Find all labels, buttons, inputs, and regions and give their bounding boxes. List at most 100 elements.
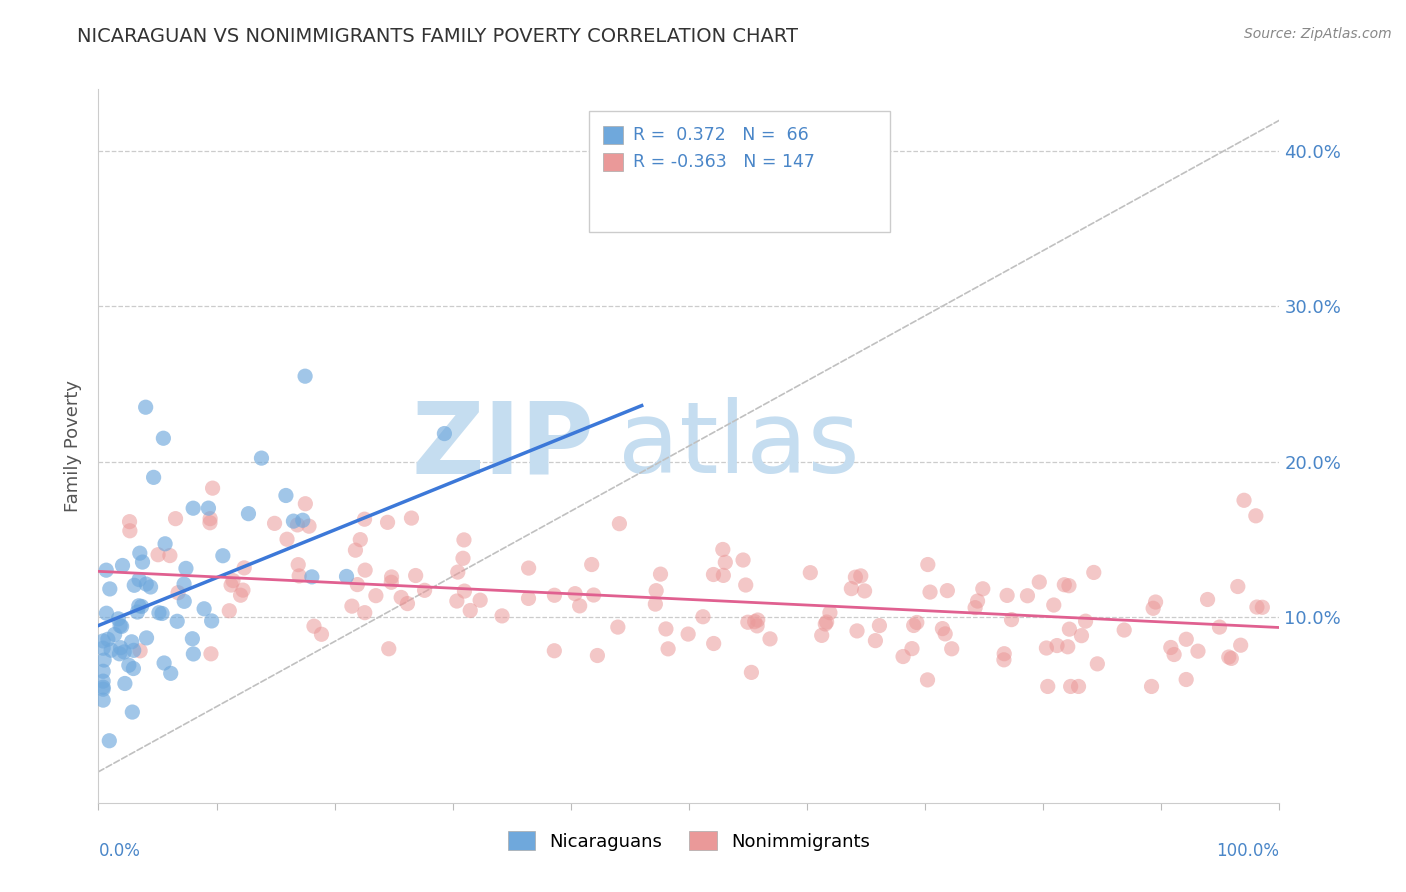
Point [288, 569, 311, 583]
Text: R = -0.363   N = 147: R = -0.363 N = 147 [633, 153, 814, 170]
Point [96, 563, 118, 577]
Point [122, 661, 145, 675]
Point [1114, 623, 1136, 637]
Point [302, 619, 325, 633]
Point [737, 615, 759, 630]
Point [112, 645, 135, 659]
Point [446, 594, 468, 608]
Point [129, 644, 152, 658]
Point [849, 569, 872, 583]
Point [1187, 644, 1209, 658]
Point [173, 594, 195, 608]
Point [91, 634, 114, 648]
Point [193, 602, 215, 616]
Point [128, 573, 150, 587]
Point [1028, 575, 1050, 590]
Point [159, 666, 181, 681]
Point [198, 511, 221, 525]
Point [711, 568, 734, 582]
Point [153, 656, 176, 670]
Point [114, 676, 136, 690]
Point [818, 606, 841, 620]
Point [166, 615, 188, 629]
Point [966, 594, 988, 608]
Point [517, 591, 540, 606]
Point [238, 507, 260, 521]
Point [714, 555, 737, 569]
Point [1208, 620, 1230, 634]
Bar [603, 127, 623, 145]
Point [128, 599, 150, 613]
Point [98, 733, 121, 747]
Point [152, 431, 174, 445]
Point [1067, 680, 1090, 694]
Point [110, 619, 132, 633]
Point [1163, 648, 1185, 662]
Point [917, 558, 939, 572]
Point [1160, 640, 1182, 655]
Point [692, 609, 714, 624]
Point [181, 501, 204, 516]
Point [1059, 622, 1081, 636]
Point [815, 615, 838, 629]
Point [1197, 592, 1219, 607]
Point [283, 514, 305, 528]
Point [1085, 657, 1108, 671]
Point [606, 620, 628, 634]
Point [108, 647, 131, 661]
Point [650, 567, 672, 582]
Point [841, 582, 863, 596]
Point [901, 641, 924, 656]
Point [122, 578, 145, 592]
Point [931, 622, 953, 636]
Point [568, 599, 591, 613]
Point [645, 583, 668, 598]
Point [250, 451, 273, 466]
Point [346, 577, 368, 591]
Point [586, 648, 609, 663]
Point [131, 599, 153, 614]
Point [965, 600, 987, 615]
Point [127, 605, 149, 619]
Point [747, 613, 769, 627]
Point [218, 604, 240, 618]
Point [972, 582, 994, 596]
Point [377, 516, 399, 530]
Point [413, 583, 436, 598]
Point [401, 511, 423, 525]
Point [1053, 578, 1076, 592]
Point [229, 588, 252, 602]
Point [1226, 580, 1249, 594]
Point [100, 643, 122, 657]
Point [1229, 638, 1251, 652]
Point [1017, 589, 1039, 603]
Legend: Nicaraguans, Nonimmigrants: Nicaraguans, Nonimmigrants [501, 824, 877, 858]
Point [111, 558, 134, 573]
Point [344, 543, 367, 558]
Point [135, 577, 157, 591]
Text: atlas: atlas [619, 398, 859, 494]
Point [703, 636, 725, 650]
Point [287, 517, 309, 532]
Point [917, 673, 939, 687]
Point [564, 587, 586, 601]
Text: ZIP: ZIP [412, 398, 595, 494]
Point [1175, 673, 1198, 687]
Point [941, 641, 963, 656]
Point [173, 577, 195, 591]
Point [655, 622, 678, 636]
Point [389, 591, 412, 605]
Point [1233, 493, 1256, 508]
Point [453, 584, 475, 599]
Point [702, 567, 724, 582]
Point [276, 533, 298, 547]
Point [198, 516, 221, 530]
Point [1218, 650, 1240, 665]
Point [301, 570, 323, 584]
Point [153, 537, 176, 551]
Point [108, 619, 131, 633]
Point [118, 524, 141, 538]
Point [744, 615, 766, 629]
Point [233, 561, 256, 575]
Point [1000, 613, 1022, 627]
